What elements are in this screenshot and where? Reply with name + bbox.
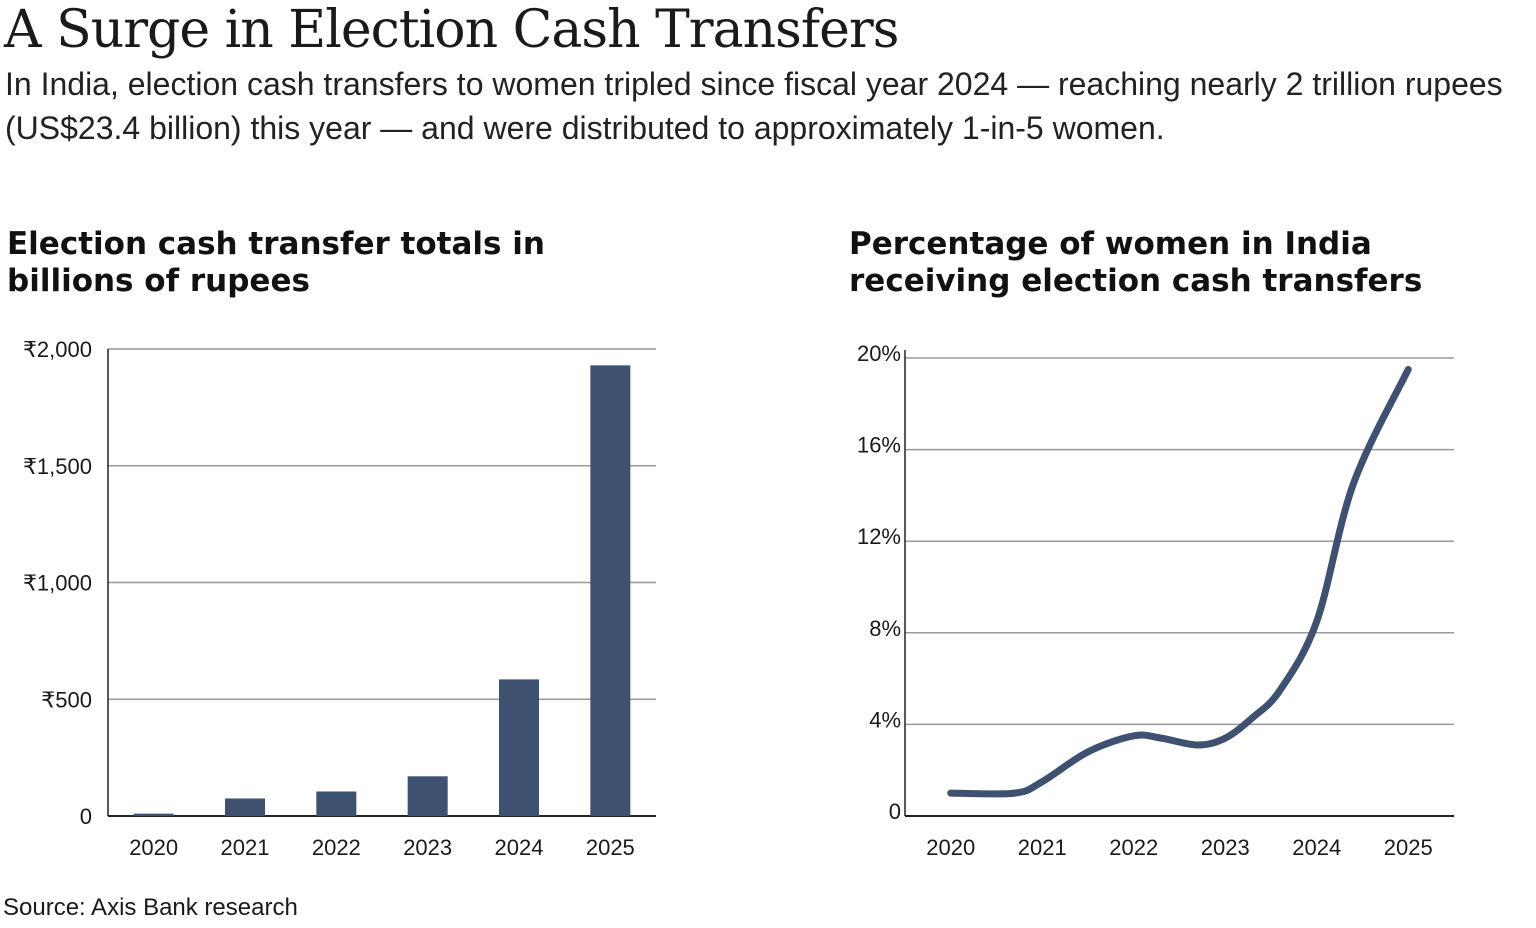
y-tick-label: 0 <box>889 799 901 824</box>
x-tick-label: 2021 <box>1018 835 1067 860</box>
bar-chart-title: Election cash transfer totals in billion… <box>7 226 545 299</box>
page-subtitle: In India, election cash transfers to wom… <box>5 66 1503 146</box>
y-tick-label: 4% <box>869 707 901 732</box>
source-note: Source: Axis Bank research <box>3 894 298 921</box>
y-tick-label: 12% <box>857 524 901 549</box>
x-tick-label: 2024 <box>495 835 544 860</box>
x-tick-label: 2024 <box>1292 835 1341 860</box>
y-tick-label: ₹2,000 <box>23 337 92 362</box>
y-tick-label: 20% <box>857 341 901 366</box>
x-tick-label: 2023 <box>403 835 452 860</box>
x-tick-label: 2022 <box>312 835 361 860</box>
y-tick-label: 0 <box>80 804 92 829</box>
y-tick-label: ₹500 <box>41 687 92 712</box>
series-line <box>947 365 1412 798</box>
y-tick-label: 8% <box>869 616 901 641</box>
bar <box>225 798 265 816</box>
x-tick-label: 2025 <box>1384 835 1433 860</box>
bar <box>499 679 539 816</box>
x-tick-label: 2023 <box>1201 835 1250 860</box>
bar <box>590 365 631 816</box>
y-tick-label: ₹1,500 <box>23 454 92 479</box>
y-tick-label: ₹1,000 <box>23 571 92 596</box>
x-tick-label: 2020 <box>926 835 975 860</box>
x-tick-label: 2020 <box>129 835 178 860</box>
page-title: A Surge in Election Cash Transfers <box>4 0 899 60</box>
x-tick-label: 2025 <box>586 835 635 860</box>
bar <box>316 791 357 816</box>
x-tick-label: 2021 <box>221 835 270 860</box>
x-tick-label: 2022 <box>1109 835 1158 860</box>
line-chart-title: Percentage of women in India receiving e… <box>849 226 1423 299</box>
bar <box>133 813 174 816</box>
bar <box>407 776 448 816</box>
y-tick-label: 16% <box>857 433 901 458</box>
